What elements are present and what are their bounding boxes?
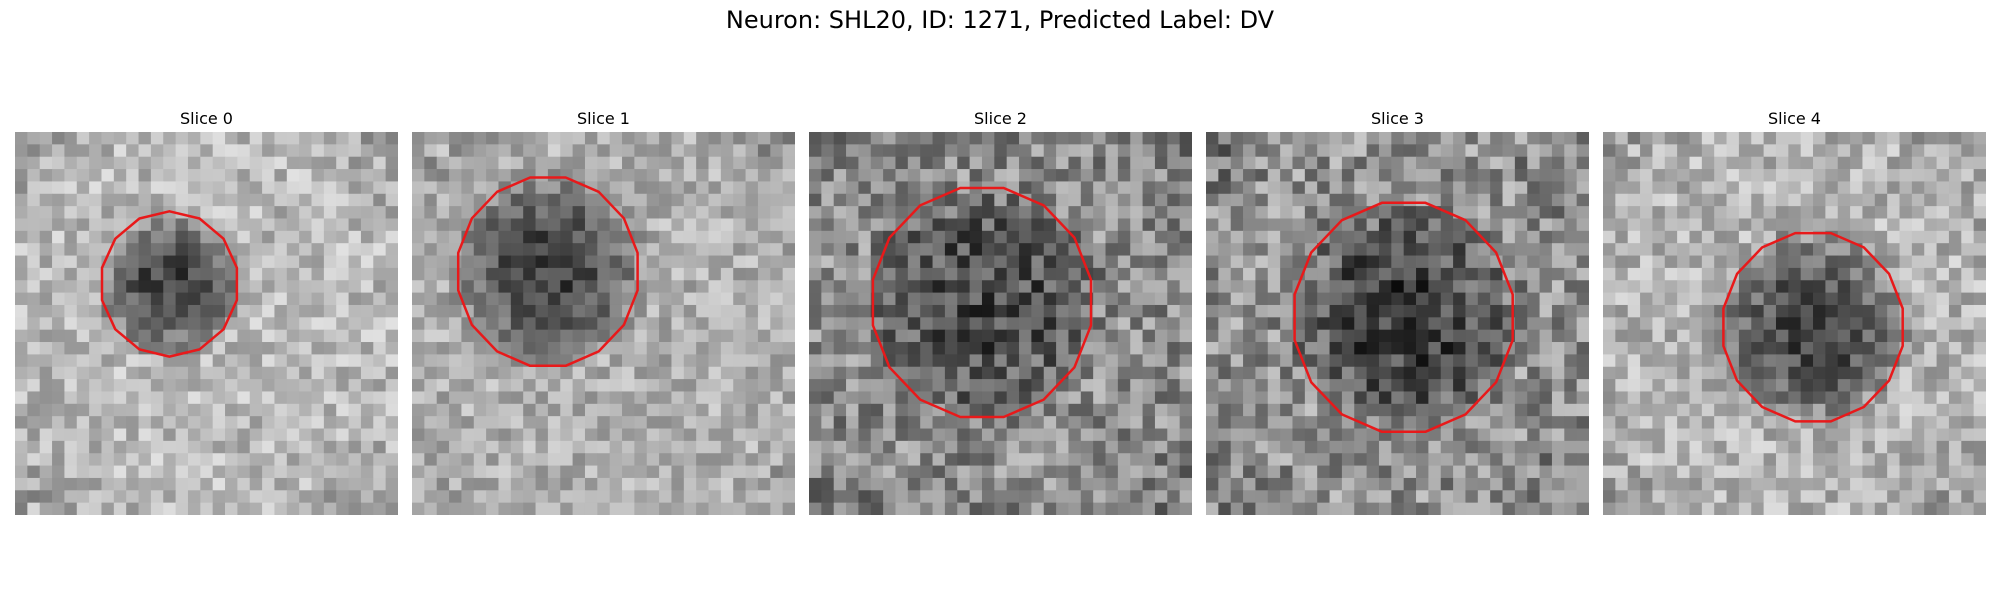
slice-image [412,132,795,515]
pixel-grid [412,132,795,515]
slice-panel-2: Slice 2 [809,106,1192,515]
slice-image [1206,132,1589,515]
cell-contour [871,186,1093,419]
pixel-grid [15,132,398,515]
figure-title: Neuron: SHL20, ID: 1271, Predicted Label… [725,6,1275,34]
slice-title: Slice 2 [974,109,1027,128]
slice-title: Slice 3 [1371,109,1424,128]
slice-panel-4: Slice 4 [1603,106,1986,515]
pixel-grid [1206,132,1589,515]
slice-image [1603,132,1986,515]
slice-title: Slice 1 [577,109,630,128]
cell-contour [1722,231,1904,423]
slice-panel-1: Slice 1 [412,106,795,515]
slice-image [15,132,398,515]
slice-panel-0: Slice 0 [15,106,398,515]
pixel-grid [809,132,1192,515]
slice-panel-3: Slice 3 [1206,106,1589,515]
cell-contour [100,210,239,358]
slice-image [809,132,1192,515]
cell-contour [1293,201,1514,434]
slice-title: Slice 0 [180,109,233,128]
cell-contour [456,176,639,368]
pixel-grid [1603,132,1986,515]
slice-title: Slice 4 [1768,109,1821,128]
